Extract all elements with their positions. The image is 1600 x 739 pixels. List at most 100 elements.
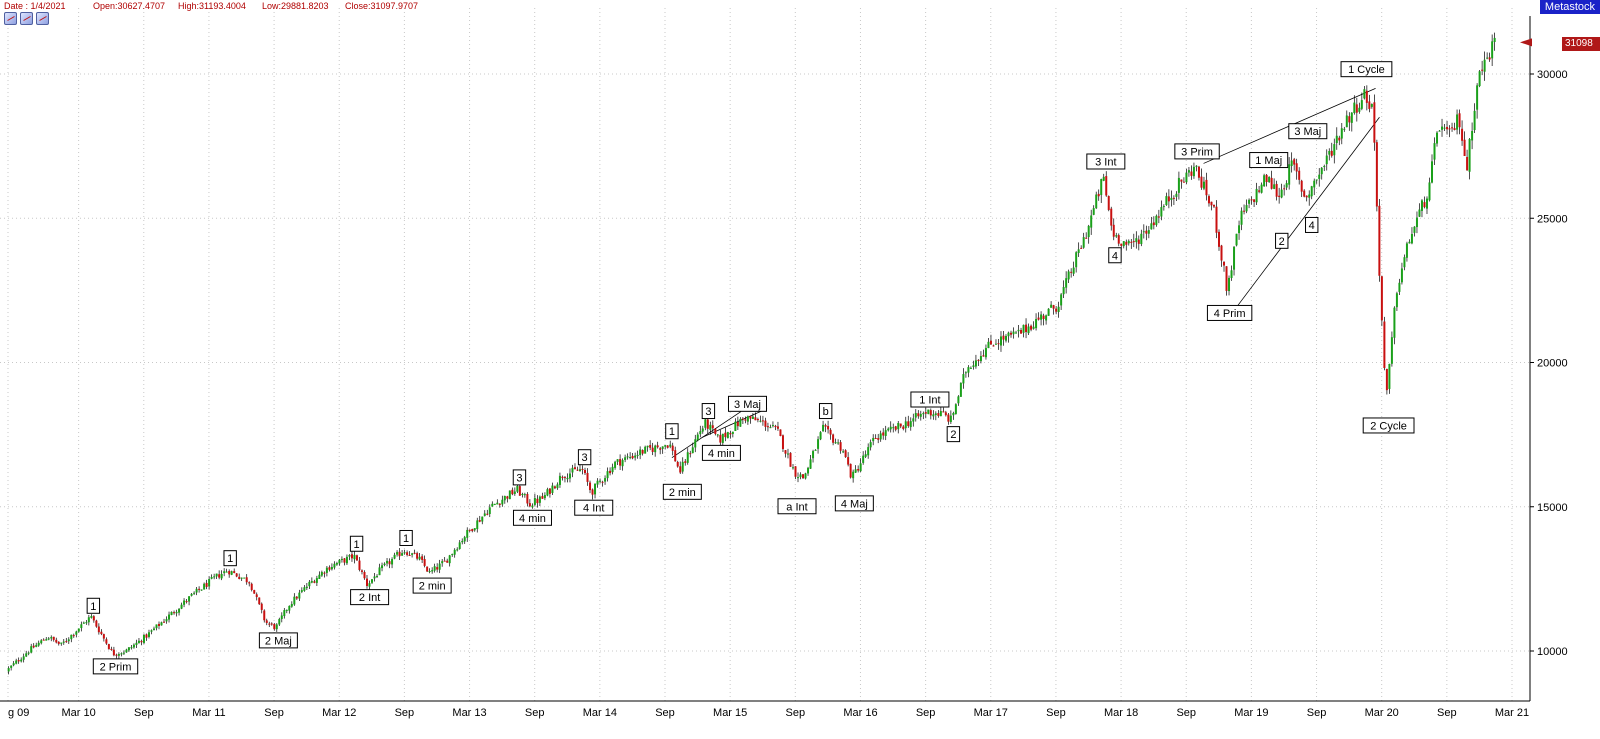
wave-label-text: 4 bbox=[1112, 250, 1118, 262]
wave-label-text: 1 bbox=[227, 553, 233, 565]
candle-body bbox=[949, 415, 952, 423]
candle-body bbox=[163, 621, 166, 623]
grid-layer bbox=[0, 8, 1530, 701]
candle-body bbox=[937, 413, 940, 416]
candle-body bbox=[7, 668, 10, 672]
candle-body bbox=[473, 528, 476, 531]
candle-body bbox=[17, 660, 20, 662]
candle-body bbox=[1052, 305, 1055, 309]
candle-body bbox=[879, 433, 882, 440]
candle-body bbox=[376, 575, 379, 577]
candle-body bbox=[313, 581, 316, 583]
candle-body bbox=[42, 639, 45, 641]
candle-body bbox=[1310, 186, 1313, 197]
candle-body bbox=[889, 426, 892, 430]
wave-label-box bbox=[92, 658, 139, 675]
candle-body bbox=[749, 415, 752, 419]
candle-body bbox=[1155, 215, 1158, 225]
candle-body bbox=[734, 421, 737, 431]
candle-body bbox=[854, 469, 857, 473]
candle-body bbox=[303, 587, 306, 591]
candle-body bbox=[511, 489, 514, 495]
last-price-tag: 31098 bbox=[1562, 37, 1600, 51]
candle-body bbox=[268, 623, 271, 625]
wave-label-box bbox=[1305, 216, 1319, 233]
candle-body bbox=[556, 484, 559, 489]
candle-body bbox=[639, 449, 642, 456]
header-low: Low:29881.8203 bbox=[262, 1, 329, 11]
candle-body bbox=[924, 412, 927, 414]
candle-body bbox=[345, 556, 348, 564]
candle-body bbox=[984, 347, 987, 358]
candle-body bbox=[1410, 233, 1413, 244]
wave-label-text: 3 Prim bbox=[1181, 146, 1213, 158]
candle-body bbox=[601, 481, 604, 483]
candle-body bbox=[523, 494, 526, 496]
chart-icon[interactable] bbox=[36, 12, 49, 25]
candle-body bbox=[912, 418, 915, 422]
candle-body bbox=[293, 596, 296, 605]
chart-icon[interactable] bbox=[20, 12, 33, 25]
candle-body bbox=[391, 559, 394, 565]
wave-label-text: 4 bbox=[1309, 220, 1315, 232]
candle-body bbox=[706, 419, 709, 429]
wave-label-text: 4 min bbox=[708, 448, 735, 460]
wave-label-text: 4 Prim bbox=[1214, 308, 1246, 320]
wave-label: 1 bbox=[223, 550, 237, 567]
candle-body bbox=[368, 583, 371, 587]
candle-body bbox=[969, 367, 972, 369]
candle-body bbox=[867, 447, 870, 456]
wave-label: b bbox=[818, 403, 833, 420]
candle-body bbox=[1225, 266, 1228, 291]
candle-body bbox=[827, 426, 830, 430]
candle-body bbox=[40, 640, 43, 644]
x-tick-label: Sep bbox=[916, 707, 936, 719]
candle-body bbox=[789, 452, 792, 467]
candle-body bbox=[1140, 233, 1143, 245]
candle-body bbox=[152, 628, 155, 631]
candle-body bbox=[586, 472, 589, 482]
candle-body bbox=[1436, 132, 1439, 144]
candle-body bbox=[95, 620, 98, 627]
candle-body bbox=[125, 649, 128, 653]
candle-body bbox=[942, 411, 945, 413]
candle-body bbox=[396, 552, 399, 555]
candle-body bbox=[802, 474, 805, 479]
candle-body bbox=[884, 430, 887, 437]
candle-body bbox=[1298, 170, 1301, 180]
wave-label-text: 2 Cycle bbox=[1370, 420, 1407, 432]
candle-body bbox=[25, 653, 28, 657]
candle-body bbox=[1167, 196, 1170, 202]
candle-body bbox=[1085, 237, 1088, 239]
wave-label-text: 2 min bbox=[669, 487, 696, 499]
candle-body bbox=[1142, 231, 1145, 233]
candle-body bbox=[1092, 208, 1095, 215]
candle-body bbox=[997, 343, 1000, 345]
candle-body bbox=[1105, 176, 1108, 196]
candle-body bbox=[255, 594, 258, 598]
candle-body bbox=[486, 513, 489, 515]
wave-label: 3 Prim bbox=[1174, 143, 1220, 160]
y-tick-label: 25000 bbox=[1537, 213, 1568, 225]
candle-body bbox=[1375, 142, 1378, 207]
candle-body bbox=[1075, 252, 1078, 268]
chart-icon[interactable] bbox=[4, 12, 17, 25]
candle-body bbox=[328, 567, 331, 570]
candle-body bbox=[1200, 176, 1203, 188]
candle-body bbox=[964, 372, 967, 374]
candle-body bbox=[641, 450, 644, 454]
wave-label-box bbox=[818, 403, 833, 420]
candle-body bbox=[927, 409, 930, 415]
toolbar bbox=[4, 12, 49, 26]
candle-body bbox=[1388, 363, 1391, 389]
wave-label: 4 min bbox=[512, 509, 552, 526]
candle-body bbox=[807, 467, 810, 474]
candle-body bbox=[188, 596, 191, 602]
candle-body bbox=[1077, 249, 1080, 253]
candle-body bbox=[501, 499, 504, 505]
candle-body bbox=[674, 450, 677, 462]
header-date: Date : 1/4/2021 bbox=[4, 1, 66, 11]
candle-body bbox=[1415, 217, 1418, 228]
candle-body bbox=[659, 448, 662, 450]
candle-body bbox=[208, 579, 211, 587]
